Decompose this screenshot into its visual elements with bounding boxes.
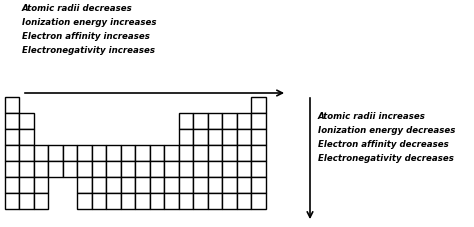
Bar (252, 113, 266, 129)
Bar (78, 161, 92, 177)
Bar (179, 161, 193, 177)
Bar (150, 161, 164, 177)
Bar (237, 161, 252, 177)
Bar (5, 161, 19, 177)
Bar (48, 145, 63, 161)
Bar (252, 177, 266, 193)
Bar (121, 145, 136, 161)
Bar (19, 177, 34, 193)
Bar (179, 129, 193, 145)
Bar (136, 161, 150, 177)
Bar (252, 97, 266, 113)
Bar (121, 177, 136, 193)
Bar (19, 193, 34, 209)
Bar (179, 193, 193, 209)
Bar (48, 161, 63, 177)
Bar (164, 161, 179, 177)
Bar (19, 145, 34, 161)
Bar (252, 193, 266, 209)
Bar (34, 193, 48, 209)
Bar (78, 177, 92, 193)
Text: Atomic radii decreases: Atomic radii decreases (22, 4, 133, 13)
Bar (222, 193, 237, 209)
Bar (5, 97, 19, 113)
Bar (136, 145, 150, 161)
Bar (252, 161, 266, 177)
Text: Electronegativity increases: Electronegativity increases (22, 46, 155, 55)
Bar (193, 129, 208, 145)
Bar (150, 145, 164, 161)
Text: Ionization energy decreases: Ionization energy decreases (318, 126, 456, 135)
Bar (63, 161, 78, 177)
Bar (92, 145, 107, 161)
Bar (237, 113, 252, 129)
Bar (222, 161, 237, 177)
Bar (5, 177, 19, 193)
Bar (208, 113, 222, 129)
Bar (5, 145, 19, 161)
Bar (19, 129, 34, 145)
Bar (136, 177, 150, 193)
Bar (107, 177, 121, 193)
Bar (136, 193, 150, 209)
Bar (222, 177, 237, 193)
Bar (222, 145, 237, 161)
Bar (179, 145, 193, 161)
Bar (5, 113, 19, 129)
Text: Electronegativity decreases: Electronegativity decreases (318, 154, 454, 163)
Bar (34, 161, 48, 177)
Bar (237, 129, 252, 145)
Bar (208, 145, 222, 161)
Bar (19, 113, 34, 129)
Bar (164, 193, 179, 209)
Bar (222, 113, 237, 129)
Bar (150, 177, 164, 193)
Bar (193, 161, 208, 177)
Bar (121, 161, 136, 177)
Bar (78, 193, 92, 209)
Bar (78, 145, 92, 161)
Bar (252, 145, 266, 161)
Bar (34, 145, 48, 161)
Bar (237, 177, 252, 193)
Bar (5, 193, 19, 209)
Text: Electron affinity decreases: Electron affinity decreases (318, 140, 449, 149)
Bar (208, 161, 222, 177)
Bar (92, 177, 107, 193)
Bar (19, 161, 34, 177)
Bar (107, 145, 121, 161)
Bar (63, 145, 78, 161)
Bar (193, 177, 208, 193)
Bar (237, 145, 252, 161)
Bar (208, 129, 222, 145)
Bar (179, 177, 193, 193)
Bar (208, 177, 222, 193)
Bar (179, 113, 193, 129)
Bar (193, 113, 208, 129)
Bar (193, 145, 208, 161)
Text: Electron affinity increases: Electron affinity increases (22, 32, 150, 41)
Bar (107, 161, 121, 177)
Bar (5, 129, 19, 145)
Text: Atomic radii increases: Atomic radii increases (318, 112, 426, 121)
Text: Ionization energy increases: Ionization energy increases (22, 18, 156, 27)
Bar (208, 193, 222, 209)
Bar (34, 177, 48, 193)
Bar (237, 193, 252, 209)
Bar (164, 177, 179, 193)
Bar (92, 161, 107, 177)
Bar (121, 193, 136, 209)
Bar (252, 129, 266, 145)
Bar (193, 193, 208, 209)
Bar (222, 129, 237, 145)
Bar (92, 193, 107, 209)
Bar (107, 193, 121, 209)
Bar (150, 193, 164, 209)
Bar (164, 145, 179, 161)
